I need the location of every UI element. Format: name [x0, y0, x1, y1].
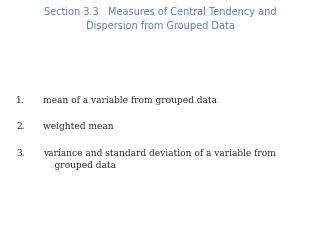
Text: 1.: 1.	[16, 96, 25, 105]
Text: Section 3.3   Measures of Central Tendency and
Dispersion from Grouped Data: Section 3.3 Measures of Central Tendency…	[44, 7, 276, 31]
Text: variance and standard deviation of a variable from
    grouped data: variance and standard deviation of a var…	[43, 149, 276, 170]
Text: 2.: 2.	[16, 122, 25, 132]
Text: 3.: 3.	[16, 149, 25, 158]
Text: weighted mean: weighted mean	[43, 122, 114, 132]
Text: mean of a variable from grouped data: mean of a variable from grouped data	[43, 96, 217, 105]
